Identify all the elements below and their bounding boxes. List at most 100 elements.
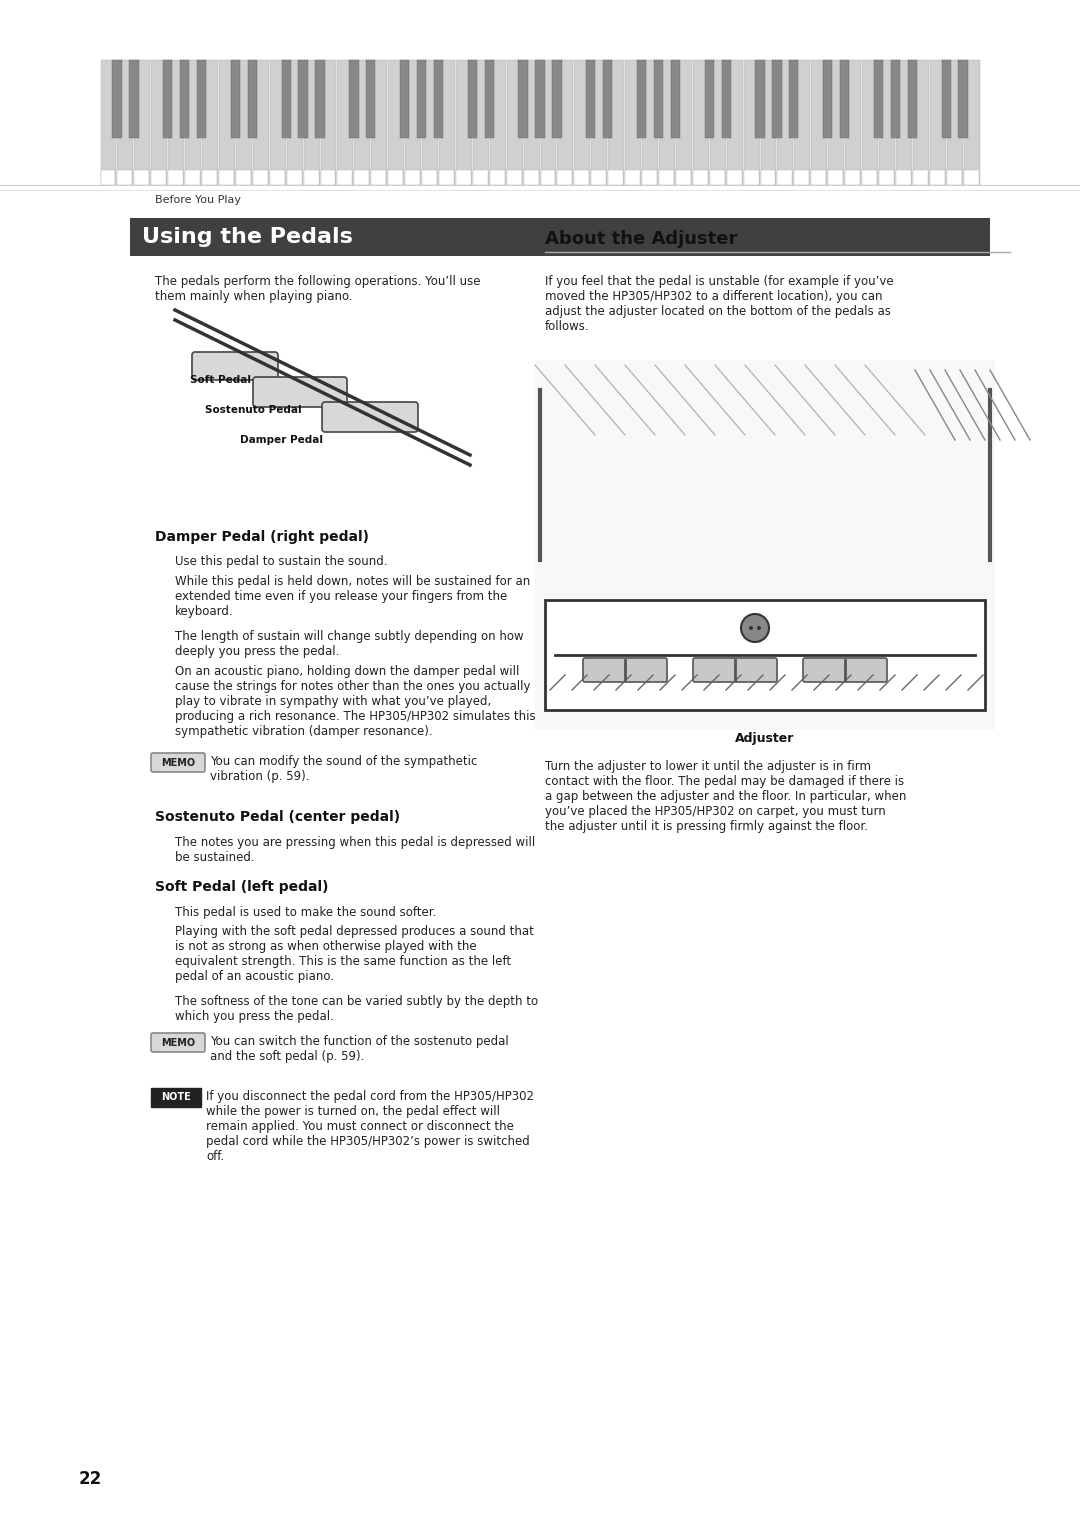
Bar <box>659 170 674 185</box>
Bar <box>958 60 968 138</box>
Bar <box>637 60 646 138</box>
Text: Using the Pedals: Using the Pedals <box>141 228 353 248</box>
Bar <box>907 60 917 138</box>
Bar <box>930 60 946 185</box>
Bar <box>507 60 523 185</box>
Bar <box>473 170 488 185</box>
Bar <box>315 60 325 138</box>
Bar <box>760 170 775 185</box>
Bar <box>557 170 572 185</box>
Text: On an acoustic piano, holding down the damper pedal will
cause the strings for n: On an acoustic piano, holding down the d… <box>175 665 536 738</box>
Bar <box>676 170 691 185</box>
Circle shape <box>741 614 769 642</box>
Bar <box>286 60 302 185</box>
Bar <box>337 60 353 185</box>
Text: Sostenuto Pedal: Sostenuto Pedal <box>205 405 301 416</box>
Bar <box>891 60 900 138</box>
Bar <box>862 60 878 185</box>
Bar <box>473 60 489 185</box>
Bar <box>434 60 443 138</box>
Text: About the Adjuster: About the Adjuster <box>545 231 738 248</box>
Bar <box>896 60 912 185</box>
Bar <box>354 170 369 185</box>
Bar <box>879 170 894 185</box>
Bar <box>811 60 827 185</box>
Bar <box>896 170 910 185</box>
Bar <box>456 170 471 185</box>
Bar <box>828 60 845 185</box>
Bar <box>524 170 539 185</box>
Bar <box>185 170 200 185</box>
Bar <box>608 60 624 185</box>
Bar <box>231 60 240 138</box>
Circle shape <box>750 626 753 630</box>
Bar <box>168 60 184 185</box>
Bar <box>704 60 714 138</box>
FancyBboxPatch shape <box>151 1088 201 1106</box>
Bar <box>823 60 833 138</box>
Bar <box>366 60 376 138</box>
Text: 22: 22 <box>79 1470 102 1488</box>
Bar <box>253 60 269 185</box>
Bar <box>400 60 409 138</box>
Bar <box>591 60 607 185</box>
Bar <box>388 170 403 185</box>
Bar <box>219 60 234 185</box>
Bar <box>151 170 166 185</box>
Bar <box>710 60 726 185</box>
Bar <box>202 60 218 185</box>
Bar <box>947 170 961 185</box>
Bar <box>298 60 308 138</box>
Text: While this pedal is held down, notes will be sustained for an
extended time even: While this pedal is held down, notes wil… <box>175 575 530 617</box>
Bar <box>247 60 257 138</box>
Bar <box>557 60 573 185</box>
Bar <box>130 60 138 138</box>
Bar <box>282 60 291 138</box>
Text: If you feel that the pedal is unstable (for example if you’ve
moved the HP305/HP: If you feel that the pedal is unstable (… <box>545 275 893 333</box>
Bar <box>100 170 116 185</box>
Bar <box>743 170 758 185</box>
Bar <box>349 60 359 138</box>
Bar <box>653 60 663 138</box>
Bar <box>456 60 472 185</box>
Text: Soft Pedal (left pedal): Soft Pedal (left pedal) <box>156 880 328 894</box>
Bar <box>778 170 793 185</box>
Bar <box>659 60 675 185</box>
Bar <box>692 60 708 185</box>
Text: Playing with the soft pedal depressed produces a sound that
is not as strong as : Playing with the soft pedal depressed pr… <box>175 924 534 983</box>
Bar <box>963 170 978 185</box>
Bar <box>219 170 234 185</box>
Text: MEMO: MEMO <box>161 758 195 767</box>
Text: The notes you are pressing when this pedal is depressed will
be sustained.: The notes you are pressing when this ped… <box>175 836 536 863</box>
FancyBboxPatch shape <box>151 753 205 772</box>
Bar <box>489 170 504 185</box>
Bar <box>930 170 945 185</box>
Bar <box>575 170 590 185</box>
Bar <box>118 170 133 185</box>
Bar <box>112 60 122 138</box>
Bar <box>337 170 352 185</box>
Bar <box>811 170 826 185</box>
FancyBboxPatch shape <box>192 351 278 380</box>
Bar <box>828 170 843 185</box>
Bar <box>524 60 540 185</box>
Text: If you disconnect the pedal cord from the HP305/HP302
while the power is turned : If you disconnect the pedal cord from th… <box>206 1089 534 1163</box>
Bar <box>743 60 759 185</box>
Text: The pedals perform the following operations. You’ll use
them mainly when playing: The pedals perform the following operati… <box>156 275 481 303</box>
Bar <box>405 60 421 185</box>
Bar <box>235 60 252 185</box>
Bar <box>552 60 562 138</box>
Bar <box>789 60 798 138</box>
Bar <box>608 170 623 185</box>
Bar <box>134 60 150 185</box>
Bar <box>507 170 522 185</box>
Bar <box>270 170 285 185</box>
Bar <box>535 361 995 730</box>
Text: Adjuster: Adjuster <box>735 732 795 746</box>
Text: The length of sustain will change subtly depending on how
deeply you press the p: The length of sustain will change subtly… <box>175 630 524 659</box>
Text: Sostenuto Pedal (center pedal): Sostenuto Pedal (center pedal) <box>156 810 400 824</box>
Bar <box>625 170 640 185</box>
Bar <box>468 60 477 138</box>
Bar <box>485 60 494 138</box>
Bar <box>755 60 765 138</box>
